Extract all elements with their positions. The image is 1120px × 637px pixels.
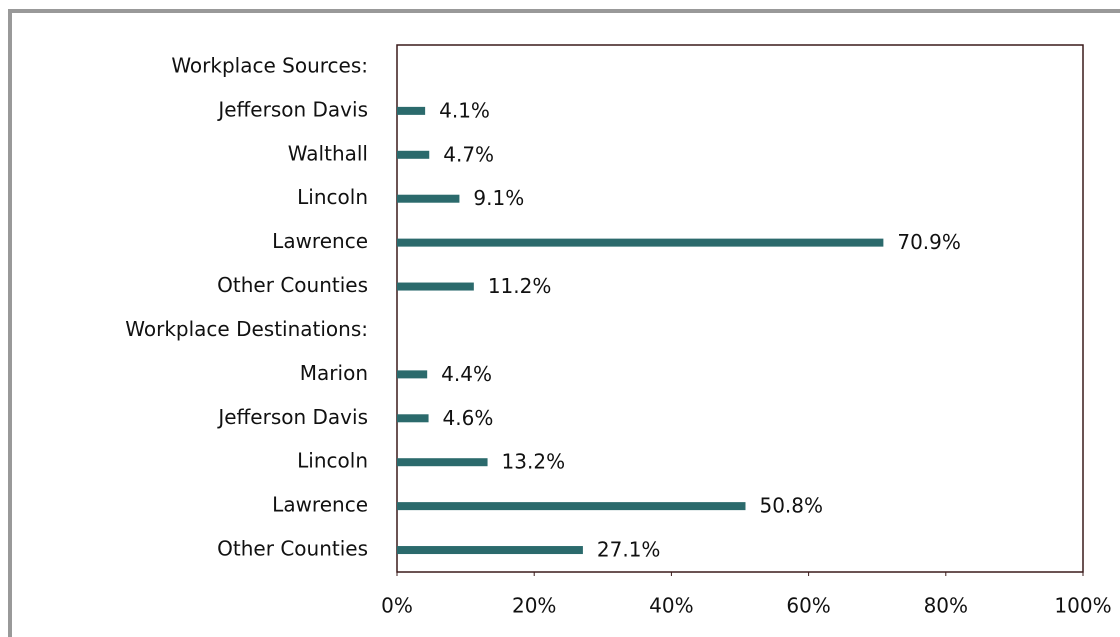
bar: [397, 194, 460, 203]
x-tick-label: 0%: [381, 594, 413, 618]
bar: [397, 502, 746, 511]
bar: [397, 458, 488, 467]
value-label: 9.1%: [473, 186, 524, 210]
value-label: 27.1%: [597, 538, 661, 562]
x-tick-label: 60%: [786, 594, 830, 618]
y-tick-label: Workplace Destinations:: [125, 317, 368, 341]
y-tick-label: Workplace Sources:: [171, 53, 368, 77]
y-tick-label: Lawrence: [272, 493, 368, 517]
value-label: 11.2%: [488, 274, 552, 298]
y-tick-label: Lincoln: [297, 185, 368, 209]
y-tick-label: Lawrence: [272, 229, 368, 253]
y-tick-label: Walthall: [288, 141, 368, 165]
y-tick-label: Marion: [300, 361, 368, 385]
x-tick-label: 40%: [649, 594, 693, 618]
y-tick-label: Jefferson Davis: [216, 97, 368, 121]
bar: [397, 150, 430, 159]
value-label: 70.9%: [897, 230, 961, 254]
value-label: 4.1%: [439, 98, 490, 122]
y-tick-label: Other Counties: [217, 537, 368, 561]
y-tick-label: Lincoln: [297, 449, 368, 473]
value-label: 50.8%: [759, 494, 823, 518]
plot-area: [396, 44, 1084, 573]
bar: [397, 370, 428, 379]
value-label: 13.2%: [502, 450, 566, 474]
bar: [397, 282, 474, 291]
x-tick-label: 20%: [512, 594, 556, 618]
bar: [397, 238, 884, 247]
value-label: 4.4%: [441, 362, 492, 386]
value-label: 4.7%: [443, 142, 494, 166]
bar: [397, 106, 426, 115]
bar: [397, 546, 583, 555]
x-tick-label: 100%: [1054, 594, 1111, 618]
y-tick-label: Other Counties: [217, 273, 368, 297]
bar: [397, 414, 429, 423]
x-tick-label: 80%: [924, 594, 968, 618]
value-label: 4.6%: [443, 406, 494, 430]
y-tick-label: Jefferson Davis: [216, 405, 368, 429]
